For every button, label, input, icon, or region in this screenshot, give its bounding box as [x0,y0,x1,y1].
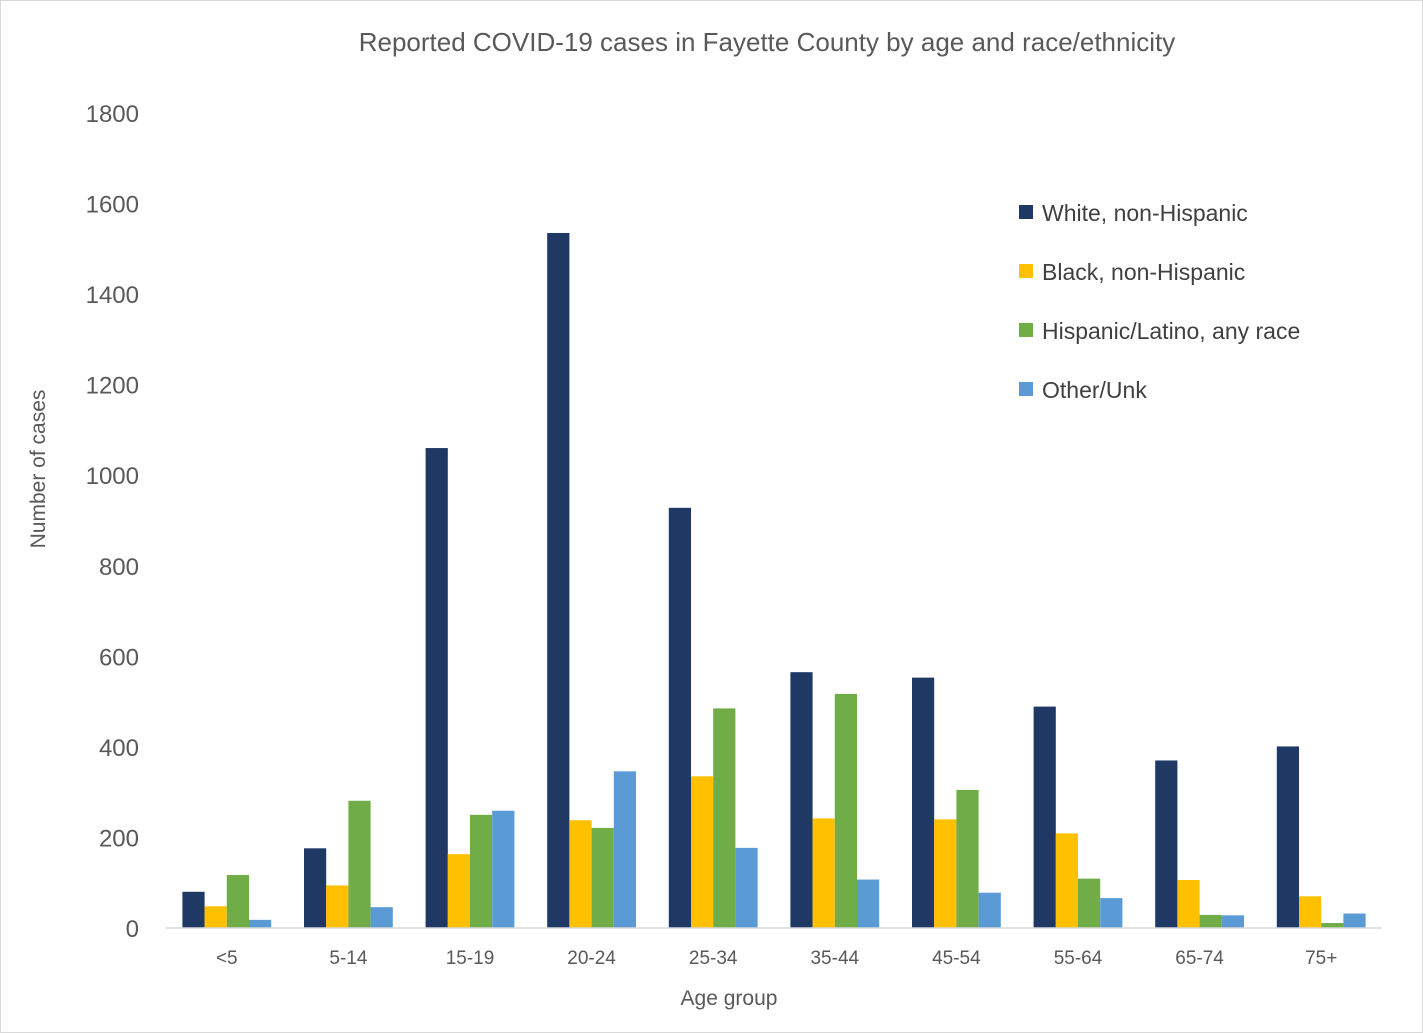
x-tick-label: 15-19 [446,948,495,969]
bar [470,814,493,928]
x-axis-ticks: <5 5-14 15-19 20-24 25-34 35-44 45-54 55-64 65-7… [216,948,1337,969]
legend-label: Other/Unk [1042,377,1147,403]
bar [370,907,393,928]
y-axis-label: Number of cases [27,390,50,549]
bar [304,848,327,928]
legend-swatch [1019,382,1033,396]
legend-label: Hispanic/Latino, any race [1042,318,1300,344]
x-tick-label: 5-14 [329,948,367,969]
legend-label: White, non-Hispanic [1042,200,1248,226]
bar [326,885,349,928]
y-tick-label: 800 [99,554,139,581]
y-tick-label: 600 [99,644,139,671]
bar [547,232,570,929]
bar [1221,915,1244,928]
chart-title: Reported COVID-19 cases in Fayette Count… [359,27,1176,57]
bar [978,892,1001,928]
legend-swatch [1019,264,1033,278]
bar [204,906,227,928]
bar [912,677,935,928]
y-tick-label: 1000 [86,463,139,490]
bar [591,827,614,928]
x-axis-label: Age group [681,987,778,1010]
bar [934,819,957,928]
bar [1055,833,1078,928]
x-tick-label: 65-74 [1175,948,1224,969]
bar [1177,880,1200,928]
bar [1100,898,1123,928]
y-tick-label: 1200 [86,373,139,400]
bar [447,854,470,928]
bar [492,810,515,928]
bar [1155,760,1178,928]
bar [425,448,448,928]
bar [857,879,880,928]
bar [249,919,272,928]
x-tick-label: 35-44 [810,948,859,969]
x-tick-label: 20-24 [567,948,616,969]
y-tick-label: 1800 [86,101,139,128]
bar [713,708,736,928]
x-tick-label: 75+ [1305,948,1337,969]
bar [569,820,592,928]
x-tick-label: <5 [216,948,238,969]
y-tick-label: 1400 [86,282,139,309]
bars [182,232,1366,929]
y-tick-label: 1600 [86,192,139,219]
bar [1078,878,1101,928]
bar [1299,896,1322,928]
bar [1033,706,1056,928]
bar [790,672,813,928]
bar [956,789,979,928]
bar [834,693,857,928]
y-tick-label: 0 [126,916,139,943]
y-tick-label: 200 [99,825,139,852]
bar [348,800,371,928]
y-tick-label: 400 [99,735,139,762]
x-tick-label: 55-64 [1054,948,1103,969]
y-axis-ticks: 0 200 400 600 800 1000 1200 1400 1600 1800 [86,101,139,943]
bar [1321,923,1344,928]
legend-swatch [1019,205,1033,219]
bar [668,507,691,928]
bar [735,847,758,928]
legend: White, non-Hispanic Black, non-Hispanic Hi… [1019,200,1300,403]
bar [812,818,835,928]
bar [1276,746,1299,928]
x-tick-label: 45-54 [932,948,981,969]
bar [1343,913,1366,928]
bar [691,776,714,928]
bar [613,771,636,928]
legend-swatch [1019,323,1033,337]
bar [182,891,205,928]
bar [226,875,249,928]
x-tick-label: 25-34 [689,948,738,969]
bar [1199,914,1222,928]
legend-label: Black, non-Hispanic [1042,259,1245,285]
